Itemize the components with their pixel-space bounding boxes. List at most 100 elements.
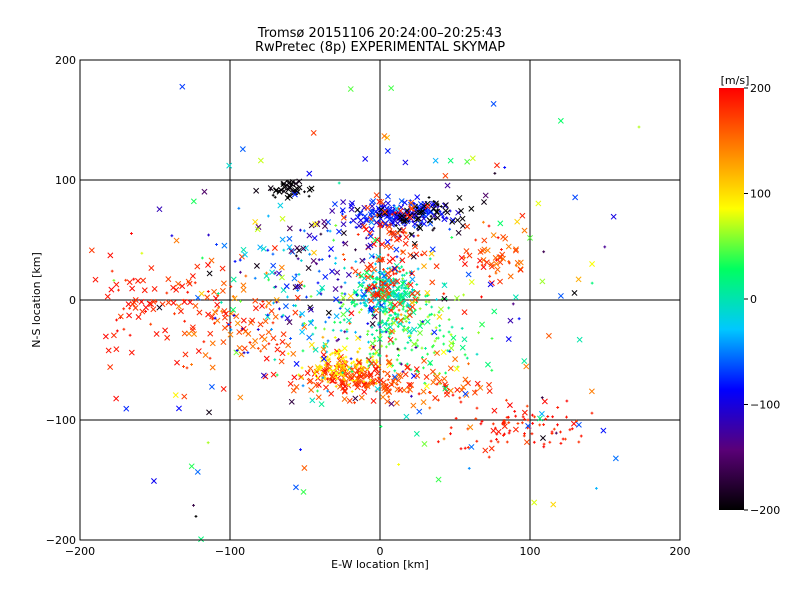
scatter-point xyxy=(406,328,413,335)
scatter-point xyxy=(531,499,538,506)
scatter-point xyxy=(372,280,376,284)
scatter-point xyxy=(482,447,489,454)
scatter-point xyxy=(380,280,386,287)
scatter-point xyxy=(270,335,277,342)
scatter-point xyxy=(352,290,356,294)
scatter-point xyxy=(289,337,292,340)
colorbar-tick-label: 0 xyxy=(750,293,757,306)
scatter-point xyxy=(328,390,335,397)
scatter-point xyxy=(413,430,420,437)
scatter-point xyxy=(322,369,328,376)
scatter-point xyxy=(154,300,158,304)
scatter-point xyxy=(471,389,478,396)
scatter-point xyxy=(397,373,404,379)
scatter-point xyxy=(266,313,270,317)
scatter-point xyxy=(393,329,396,333)
scatter-point xyxy=(393,400,400,406)
scatter-point xyxy=(395,317,398,321)
scatter-point xyxy=(463,248,470,255)
scatter-point xyxy=(207,330,214,337)
scatter-point xyxy=(476,265,480,269)
scatter-point xyxy=(337,337,341,341)
scatter-point xyxy=(149,322,153,326)
scatter-point xyxy=(570,420,577,427)
scatter-point xyxy=(313,370,317,374)
scatter-point xyxy=(384,238,391,245)
scatter-point xyxy=(307,365,314,372)
scatter-point xyxy=(164,334,171,341)
scatter-point xyxy=(265,300,272,307)
scatter-point xyxy=(479,321,485,328)
scatter-point xyxy=(128,306,132,310)
scatter-point xyxy=(409,232,413,236)
scatter-point xyxy=(273,195,277,199)
scatter-point xyxy=(317,269,321,273)
scatter-point xyxy=(378,364,382,368)
scatter-point xyxy=(342,363,345,367)
scatter-point xyxy=(424,318,431,325)
scatter-point xyxy=(395,383,399,386)
scatter-point xyxy=(463,256,466,260)
scatter-point xyxy=(350,370,354,373)
scatter-point xyxy=(383,326,390,333)
scatter-point xyxy=(430,345,434,349)
scatter-point xyxy=(328,245,334,252)
scatter-point xyxy=(434,214,441,221)
scatter-point xyxy=(481,199,487,205)
scatter-point xyxy=(452,356,459,363)
scatter-point xyxy=(445,216,449,220)
scatter-point xyxy=(362,217,369,223)
scatter-point xyxy=(328,353,332,357)
scatter-point xyxy=(92,276,99,283)
scatter-point xyxy=(286,235,293,242)
scatter-point xyxy=(477,331,480,335)
scatter-point xyxy=(533,415,536,419)
scatter-point xyxy=(252,297,259,304)
scatter-point xyxy=(400,273,404,277)
scatter-point xyxy=(333,296,340,303)
scatter-point xyxy=(383,312,387,316)
scatter-point xyxy=(561,437,565,441)
scatter-point xyxy=(283,283,290,290)
scatter-point xyxy=(539,278,546,285)
scatter-point xyxy=(408,291,412,295)
scatter-point xyxy=(165,291,169,295)
scatter-point xyxy=(399,257,406,264)
scatter-point xyxy=(385,282,389,286)
scatter-point xyxy=(398,267,401,270)
x-tick-label: 100 xyxy=(520,545,541,558)
scatter-point xyxy=(438,210,442,213)
scatter-point xyxy=(398,198,405,205)
scatter-point xyxy=(488,274,492,278)
scatter-point xyxy=(532,440,536,444)
scatter-point xyxy=(341,253,345,256)
scatter-point xyxy=(124,278,128,282)
scatter-point xyxy=(412,202,416,205)
scatter-point xyxy=(357,310,361,314)
scatter-point xyxy=(406,341,410,345)
scatter-point xyxy=(538,423,542,427)
scatter-point xyxy=(354,260,358,264)
scatter-point xyxy=(377,301,381,304)
scatter-point xyxy=(181,298,188,305)
scatter-point xyxy=(424,289,431,296)
scatter-point xyxy=(240,282,247,289)
scatter-point xyxy=(334,256,338,260)
scatter-point xyxy=(502,235,509,242)
scatter-point xyxy=(150,478,157,484)
scatter-point xyxy=(322,273,329,280)
scatter-point xyxy=(320,346,327,353)
scatter-point xyxy=(336,278,340,281)
scatter-point xyxy=(345,317,352,324)
scatter-point xyxy=(296,289,300,292)
scatter-point xyxy=(315,262,319,266)
scatter-point xyxy=(104,293,111,300)
scatter-point xyxy=(371,355,375,359)
scatter-point xyxy=(240,327,244,331)
scatter-point xyxy=(356,233,360,236)
scatter-point xyxy=(383,287,390,294)
scatter-point xyxy=(379,226,382,229)
scatter-point xyxy=(435,336,438,340)
scatter-point xyxy=(433,217,437,221)
y-axis: −200 −100 0 100 200 xyxy=(46,54,680,547)
